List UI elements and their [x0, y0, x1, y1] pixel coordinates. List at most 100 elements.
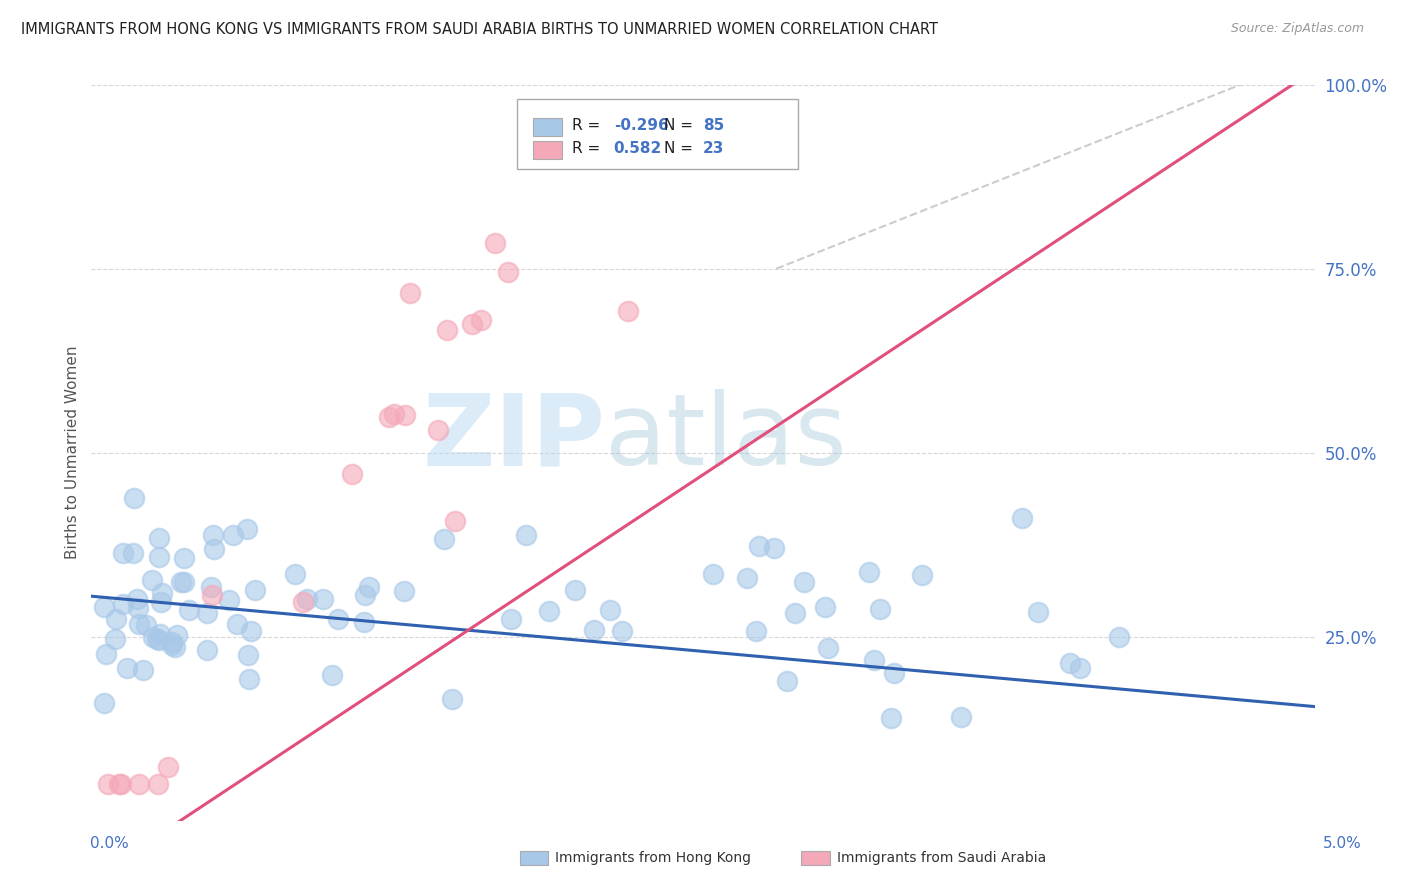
- FancyBboxPatch shape: [533, 118, 562, 136]
- Point: [427, 423, 450, 437]
- Point: [880, 711, 903, 725]
- Text: atlas: atlas: [605, 390, 846, 486]
- Text: 5.0%: 5.0%: [1323, 836, 1362, 851]
- Text: Immigrants from Saudi Arabia: Immigrants from Saudi Arabia: [837, 851, 1046, 865]
- Point: [238, 672, 260, 686]
- Text: Source: ZipAtlas.com: Source: ZipAtlas.com: [1230, 22, 1364, 36]
- Point: [359, 580, 381, 594]
- Point: [869, 601, 891, 615]
- Point: [148, 550, 170, 565]
- Point: [433, 532, 456, 546]
- Point: [201, 588, 224, 602]
- Point: [353, 615, 375, 629]
- Point: [149, 595, 172, 609]
- Point: [858, 565, 880, 579]
- Text: 85: 85: [703, 118, 724, 133]
- Point: [173, 550, 195, 565]
- Point: [146, 777, 169, 791]
- Point: [785, 607, 807, 621]
- Point: [776, 673, 799, 688]
- Text: R =: R =: [572, 118, 605, 133]
- Point: [444, 514, 467, 528]
- Text: Immigrants from Hong Kong: Immigrants from Hong Kong: [555, 851, 751, 865]
- Point: [762, 541, 785, 556]
- Point: [127, 592, 149, 607]
- Text: 0.0%: 0.0%: [90, 836, 129, 851]
- Point: [312, 591, 335, 606]
- Point: [735, 571, 758, 585]
- Point: [326, 611, 349, 625]
- Text: 0.582: 0.582: [613, 141, 662, 156]
- Point: [149, 627, 172, 641]
- Y-axis label: Births to Unmarried Women: Births to Unmarried Women: [65, 346, 80, 559]
- Text: ZIP: ZIP: [422, 390, 605, 486]
- Text: -0.296: -0.296: [613, 118, 668, 133]
- Point: [128, 777, 150, 791]
- Text: N =: N =: [664, 141, 697, 156]
- Point: [394, 409, 416, 423]
- Point: [111, 597, 134, 611]
- Point: [110, 777, 132, 791]
- Point: [96, 648, 118, 662]
- Point: [583, 623, 606, 637]
- Point: [498, 265, 520, 279]
- Point: [197, 606, 219, 620]
- Point: [160, 638, 183, 652]
- FancyBboxPatch shape: [533, 142, 562, 159]
- Point: [108, 777, 131, 791]
- Point: [378, 410, 401, 425]
- Text: IMMIGRANTS FROM HONG KONG VS IMMIGRANTS FROM SAUDI ARABIA BIRTHS TO UNMARRIED WO: IMMIGRANTS FROM HONG KONG VS IMMIGRANTS …: [21, 22, 938, 37]
- Point: [610, 624, 633, 638]
- Point: [484, 236, 506, 251]
- Point: [517, 115, 540, 129]
- Point: [1059, 657, 1081, 671]
- Point: [436, 323, 458, 337]
- Point: [238, 648, 260, 662]
- Point: [748, 539, 770, 553]
- Point: [148, 632, 170, 647]
- Point: [127, 600, 149, 615]
- FancyBboxPatch shape: [520, 851, 548, 865]
- Point: [128, 616, 150, 631]
- Point: [817, 640, 839, 655]
- Point: [170, 575, 193, 590]
- Point: [146, 632, 169, 647]
- Point: [236, 522, 259, 536]
- Text: N =: N =: [664, 118, 697, 133]
- Point: [863, 653, 886, 667]
- Point: [515, 528, 537, 542]
- Point: [564, 582, 586, 597]
- Point: [202, 528, 225, 542]
- Point: [582, 110, 605, 124]
- Point: [135, 618, 157, 632]
- Point: [163, 640, 186, 655]
- Point: [122, 491, 145, 506]
- Point: [599, 603, 621, 617]
- Point: [93, 599, 115, 614]
- FancyBboxPatch shape: [801, 851, 830, 865]
- Point: [226, 617, 249, 632]
- Point: [173, 574, 195, 589]
- Point: [1026, 605, 1049, 619]
- Point: [950, 710, 973, 724]
- Point: [321, 668, 343, 682]
- Point: [195, 643, 218, 657]
- Point: [166, 628, 188, 642]
- Point: [702, 566, 724, 581]
- Point: [160, 635, 183, 649]
- Point: [156, 760, 179, 774]
- Point: [1069, 661, 1091, 675]
- Point: [115, 661, 138, 675]
- Point: [297, 591, 319, 606]
- Point: [501, 612, 523, 626]
- Point: [221, 528, 243, 542]
- Point: [538, 604, 561, 618]
- Point: [616, 304, 638, 318]
- FancyBboxPatch shape: [517, 99, 799, 169]
- Point: [96, 777, 118, 791]
- Point: [284, 567, 307, 582]
- Point: [112, 546, 135, 560]
- Point: [354, 588, 377, 602]
- Point: [200, 581, 222, 595]
- Point: [218, 592, 240, 607]
